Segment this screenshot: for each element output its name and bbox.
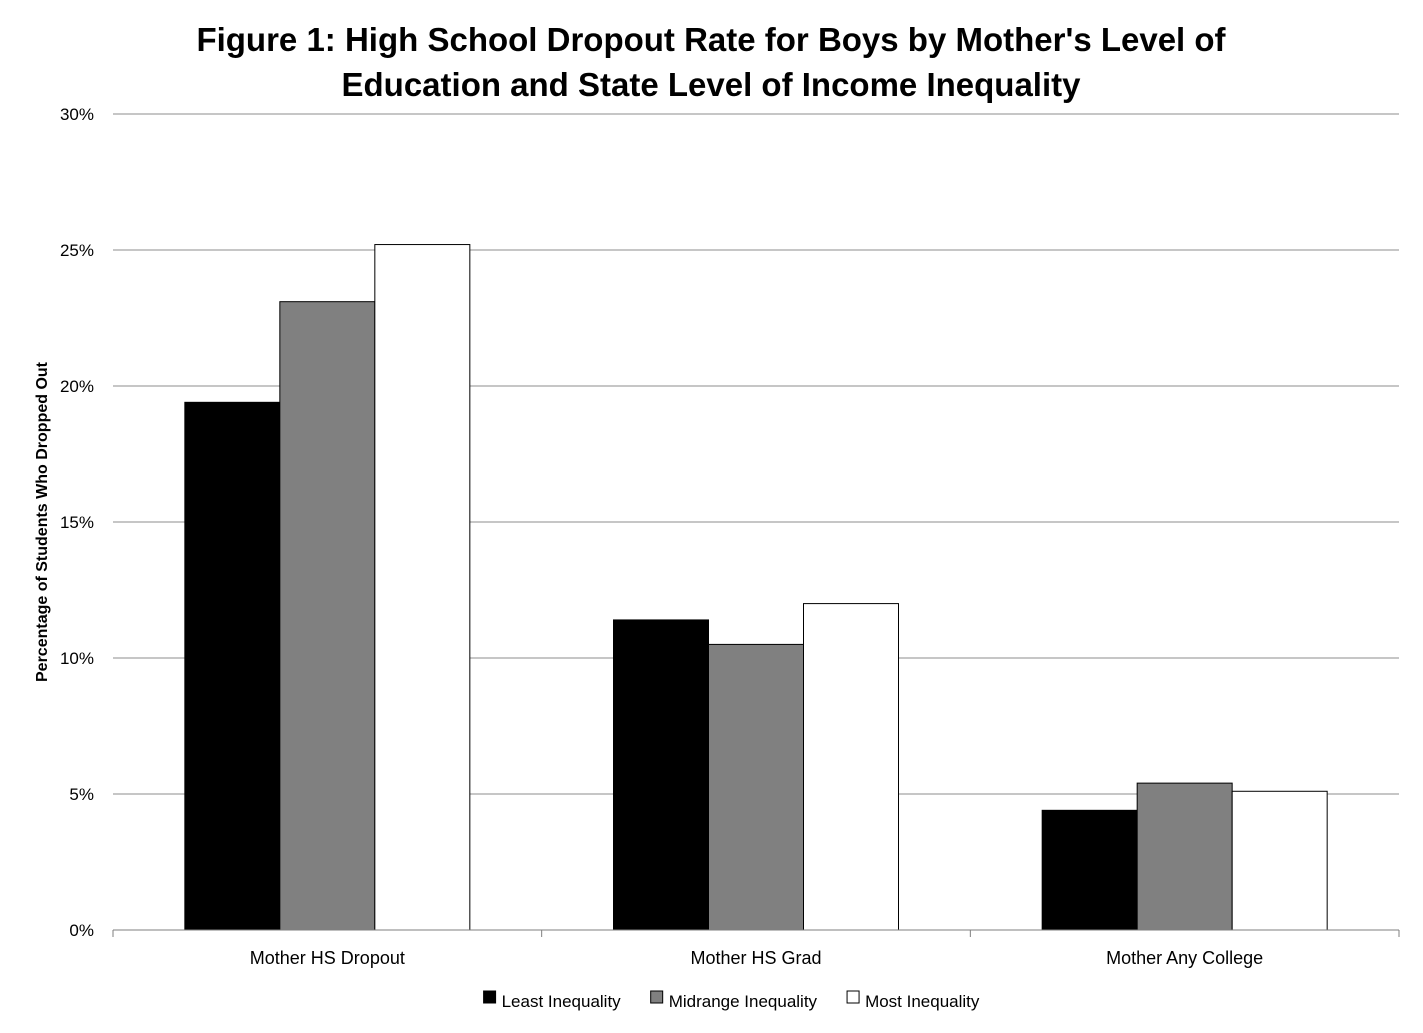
legend: Least Inequality Midrange Inequality Most … [483, 990, 980, 1011]
x-axis [112, 929, 1400, 937]
legend-swatch [650, 990, 664, 1004]
legend-swatch [483, 990, 497, 1004]
y-tick-label: 0% [69, 921, 94, 940]
legend-swatch [846, 990, 860, 1004]
y-tick-label: 5% [69, 785, 94, 804]
chart-title: Figure 1: High School Dropout Rate for B… [196, 21, 1226, 103]
x-axis-category-labels: Mother HS Dropout Mother HS Grad Mother An… [250, 948, 1263, 968]
bar [1136, 782, 1233, 931]
legend-label: Most Inequality [865, 992, 980, 1011]
y-tick-label: 15% [60, 513, 94, 532]
chart-title-line-2: Education and State Level of Income Ineq… [342, 66, 1082, 103]
y-tick-label: 20% [60, 377, 94, 396]
y-axis-tick-labels: 0% 5% 10% 15% 20% 25% 30% [60, 105, 94, 940]
bar [184, 401, 281, 931]
bar [613, 619, 709, 931]
legend-item: Least Inequality [483, 990, 622, 1011]
x-category-label: Mother HS Grad [690, 948, 821, 968]
legend-item: Midrange Inequality [650, 990, 818, 1011]
y-axis-label: Percentage of Students Who Dropped Out [34, 361, 51, 682]
chart-title-line-1: Figure 1: High School Dropout Rate for B… [196, 21, 1226, 58]
bar [1231, 790, 1328, 931]
legend-item: Most Inequality [846, 990, 980, 1011]
y-tick-label: 10% [60, 649, 94, 668]
legend-label: Midrange Inequality [669, 992, 818, 1011]
bar [1041, 809, 1138, 931]
x-category-label: Mother HS Dropout [250, 948, 405, 968]
bar [279, 301, 376, 931]
legend-label: Least Inequality [502, 992, 622, 1011]
y-tick-label: 25% [60, 241, 94, 260]
bar [708, 643, 804, 931]
y-tick-label: 30% [60, 105, 94, 124]
bar [803, 603, 899, 931]
bars [184, 244, 1328, 931]
bar [374, 244, 471, 931]
x-category-label: Mother Any College [1106, 948, 1263, 968]
